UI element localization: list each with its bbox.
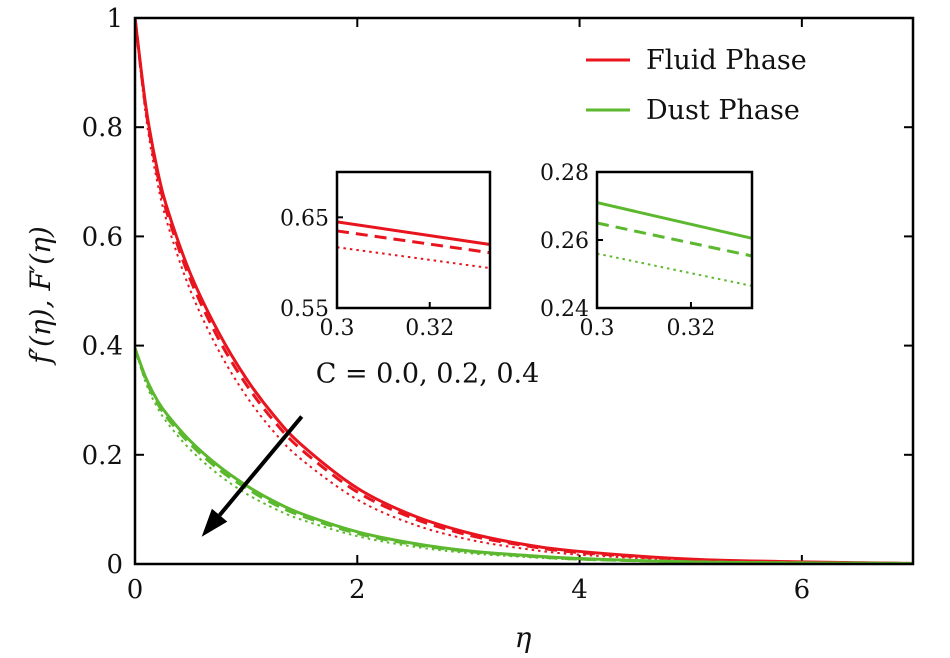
inset-y-tick-label: 0.28 <box>540 161 589 186</box>
series-line-4 <box>135 347 913 564</box>
y-tick-label: 0.4 <box>82 332 123 362</box>
y-tick-label: 0.2 <box>82 441 123 471</box>
inset-frame <box>335 170 492 310</box>
inset-plots: 0.3 0.32 0.55 0.65 0.3 0.32 0.24 0.26 0.28 <box>280 161 754 341</box>
x-tick-label: 2 <box>349 575 366 605</box>
annotation-text: C = 0.0, 0.2, 0.4 <box>316 359 540 390</box>
legend-label-1: Dust Phase <box>646 95 800 126</box>
inset-1: 0.3 0.32 0.24 0.26 0.28 <box>540 161 754 341</box>
annotation-arrow-shaft <box>218 415 304 517</box>
series-line-5 <box>135 348 913 564</box>
inset-1-line-0 <box>596 201 753 240</box>
inset-0-line-1 <box>336 229 491 255</box>
y-tick-label: 1 <box>106 4 123 34</box>
y-tick-label: 0.8 <box>82 113 123 143</box>
x-tick-label: 6 <box>794 575 811 605</box>
x-axis-label: η <box>515 621 532 654</box>
main-plot-area: 0 2 4 6 0 0.2 0.4 0.6 0.8 1 <box>82 4 915 605</box>
annotation-arrow-head <box>201 508 228 537</box>
x-tick-label: 4 <box>571 575 588 605</box>
legend: Fluid Phase Dust Phase <box>586 45 807 126</box>
inset-x-tick-label: 0.3 <box>320 316 355 341</box>
inset-y-tick-label: 0.24 <box>540 297 589 322</box>
plot-frame <box>133 16 915 566</box>
series-line-3 <box>135 347 913 564</box>
inset-0: 0.3 0.32 0.55 0.65 <box>280 170 492 341</box>
x-tick-label: 0 <box>127 575 144 605</box>
legend-label-0: Fluid Phase <box>646 45 807 76</box>
inset-x-tick-label: 0.32 <box>666 316 715 341</box>
inset-0-line-0 <box>336 220 491 247</box>
inset-1-line-2 <box>596 252 753 287</box>
inset-y-tick-label: 0.26 <box>540 229 589 254</box>
y-tick-label: 0.6 <box>82 222 123 252</box>
inset-1-line-1 <box>596 221 753 258</box>
y-axis-label: f′(η), F′(η) <box>24 226 57 366</box>
inset-x-tick-label: 0.32 <box>405 316 454 341</box>
inset-x-tick-label: 0.3 <box>580 316 615 341</box>
annotation: C = 0.0, 0.2, 0.4 <box>201 359 540 537</box>
series-line-2 <box>135 18 913 564</box>
y-tick-label: 0 <box>106 550 123 580</box>
inset-y-tick-label: 0.55 <box>280 297 329 322</box>
series-group <box>135 18 913 564</box>
inset-y-tick-label: 0.65 <box>280 206 329 231</box>
